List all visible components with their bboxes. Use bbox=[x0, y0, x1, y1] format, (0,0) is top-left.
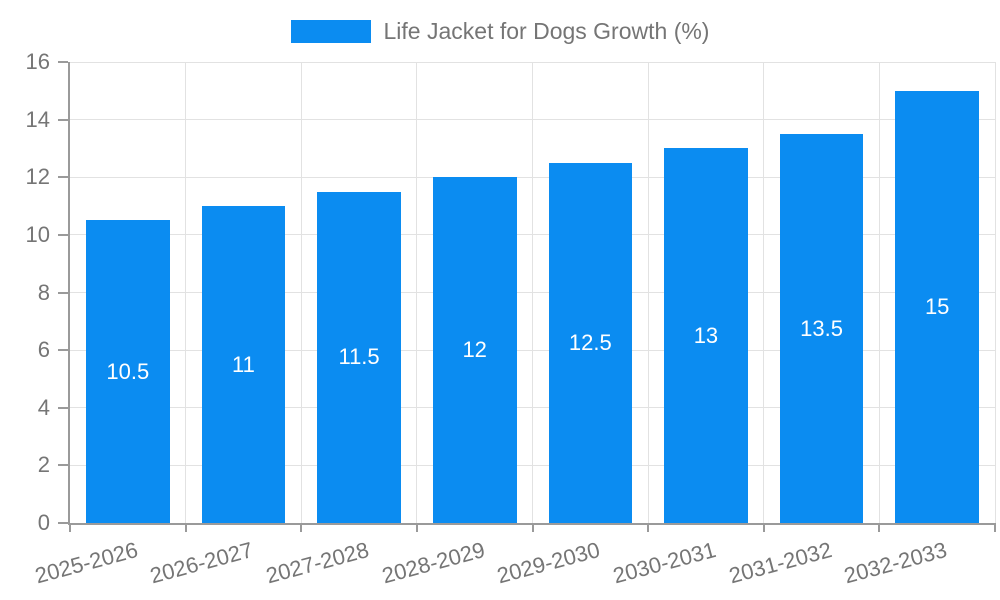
y-axis-tick bbox=[58, 406, 68, 409]
y-axis-label: 2 bbox=[37, 452, 50, 478]
bar-value-label: 11.5 bbox=[338, 344, 380, 370]
x-axis-tick bbox=[878, 523, 881, 532]
plot-area: 0 2 4 6 8 10 12 14 16 10.5 2025-2026 11 2026-2027 11.… bbox=[26, 49, 996, 588]
bar: 15 bbox=[895, 90, 979, 523]
y-axis-tick bbox=[58, 464, 68, 467]
y-axis-label: 6 bbox=[37, 337, 50, 363]
bar-value-label: 12.5 bbox=[568, 329, 612, 355]
y-axis-tick bbox=[58, 118, 68, 121]
x-axis-tick bbox=[415, 523, 418, 532]
bar-value-label: 12 bbox=[462, 337, 487, 363]
x-axis-tick bbox=[300, 523, 303, 532]
grid-line-v bbox=[647, 62, 649, 523]
x-axis-tick bbox=[994, 523, 996, 532]
y-axis-tick bbox=[58, 522, 68, 524]
y-axis-label: 4 bbox=[37, 394, 50, 420]
x-axis-tick bbox=[647, 523, 650, 532]
x-axis-tick bbox=[184, 523, 187, 532]
bar: 12.5 bbox=[548, 162, 633, 523]
grid-line-v bbox=[763, 62, 765, 523]
y-axis-tick bbox=[58, 176, 68, 179]
grid-line-v bbox=[300, 62, 302, 523]
y-axis-tick bbox=[58, 233, 68, 236]
legend-label: Life Jacket for Dogs Growth (%) bbox=[383, 18, 710, 44]
bar: 12 bbox=[432, 177, 517, 523]
grid-line-v bbox=[532, 62, 533, 523]
legend: Life Jacket for Dogs Growth (%) bbox=[0, 18, 1000, 44]
bar-value-label: 15 bbox=[924, 293, 950, 319]
bar: 13.5 bbox=[779, 134, 864, 523]
bar-value-label: 10.5 bbox=[106, 358, 150, 384]
bar: 11 bbox=[201, 206, 286, 523]
y-axis-label: 14 bbox=[25, 106, 50, 132]
y-axis-tick bbox=[58, 349, 68, 352]
grid-line-v bbox=[185, 62, 187, 523]
x-axis-tick bbox=[69, 523, 71, 532]
bar: 10.5 bbox=[86, 220, 170, 523]
y-axis-tick bbox=[58, 61, 68, 63]
bar: 11.5 bbox=[317, 191, 401, 523]
legend-swatch bbox=[290, 19, 371, 43]
bar-value-label: 13.5 bbox=[800, 315, 843, 341]
y-axis-label: 16 bbox=[25, 49, 50, 74]
y-axis-label: 0 bbox=[37, 510, 50, 535]
y-axis-label: 12 bbox=[25, 164, 50, 190]
grid-line-v bbox=[994, 62, 996, 523]
grid-line-v bbox=[878, 62, 880, 523]
x-axis-tick bbox=[762, 523, 765, 532]
grid-line-v bbox=[416, 62, 418, 523]
bar-value-label: 11 bbox=[232, 351, 255, 377]
y-axis-label: 10 bbox=[25, 221, 50, 247]
y-axis-tick bbox=[58, 291, 68, 294]
bar-value-label: 13 bbox=[693, 322, 719, 348]
x-axis-tick bbox=[531, 523, 534, 532]
y-axis-label: 8 bbox=[37, 279, 50, 305]
bar: 13 bbox=[664, 148, 748, 523]
